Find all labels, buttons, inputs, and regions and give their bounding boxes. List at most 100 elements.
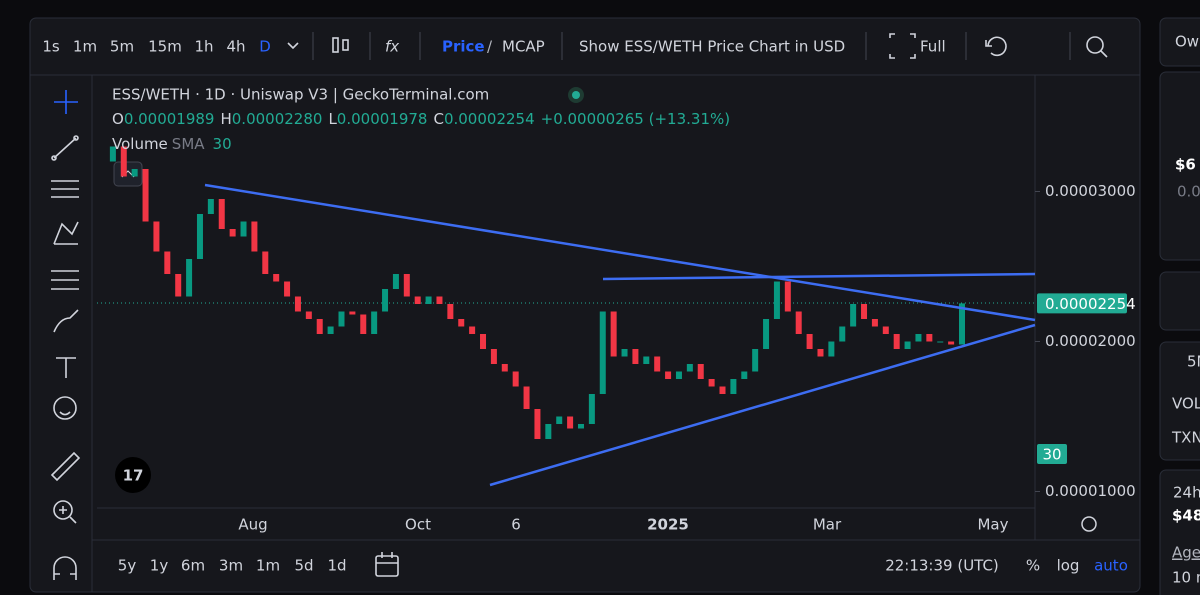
range-button[interactable]: 5d bbox=[294, 557, 313, 575]
candle bbox=[588, 394, 595, 424]
ohlc-key: C bbox=[433, 110, 443, 128]
candle bbox=[382, 289, 389, 312]
volume-badge: 30 bbox=[1042, 446, 1061, 464]
candle bbox=[436, 296, 443, 304]
candle bbox=[469, 326, 476, 334]
clock: 22:13:39 (UTC) bbox=[885, 557, 999, 575]
chart-panel bbox=[29, 17, 1141, 593]
candle bbox=[327, 326, 334, 334]
candle bbox=[567, 416, 574, 429]
ohlc-legend: O0.00001989 H0.00002280 L0.00001978 C0.0000… bbox=[112, 110, 730, 128]
candle bbox=[599, 311, 606, 394]
candle bbox=[316, 319, 323, 334]
range-button[interactable]: 3m bbox=[219, 557, 243, 575]
auto-toggle[interactable]: auto bbox=[1094, 557, 1128, 575]
mcap-toggle[interactable]: MCAP bbox=[502, 38, 545, 56]
candle bbox=[926, 334, 933, 342]
y-tick-label: 0.00003000 bbox=[1045, 182, 1136, 200]
last-price-label: 0.00002254 bbox=[1045, 295, 1136, 313]
candle bbox=[305, 311, 312, 319]
candle bbox=[262, 251, 269, 274]
candle bbox=[273, 274, 280, 282]
candle bbox=[403, 274, 410, 297]
candle bbox=[218, 199, 225, 229]
candle bbox=[142, 169, 149, 222]
fullscreen-button[interactable]: Full bbox=[920, 38, 946, 56]
interval-button[interactable]: 15m bbox=[148, 38, 182, 56]
candle bbox=[164, 251, 171, 274]
price-toggle[interactable]: Price bbox=[442, 38, 485, 56]
candle bbox=[294, 296, 301, 312]
interval-button[interactable]: 1m bbox=[73, 38, 97, 56]
sma-label: SMA bbox=[172, 135, 205, 153]
candle bbox=[349, 311, 356, 315]
interval-button[interactable]: 1s bbox=[42, 38, 60, 56]
settings-icon bbox=[1081, 516, 1097, 532]
ohlc-key: H bbox=[220, 110, 231, 128]
candle bbox=[675, 371, 682, 379]
candle bbox=[196, 214, 203, 259]
sma-length: 30 bbox=[213, 135, 232, 153]
fx-icon: fx bbox=[385, 38, 399, 56]
candle bbox=[643, 356, 650, 364]
usd-toggle[interactable]: Show ESS/WETH Price Chart in USD bbox=[579, 38, 845, 56]
candle bbox=[371, 311, 378, 334]
owner-tab[interactable]: Owr bbox=[1175, 33, 1200, 51]
age-label: Age bbox=[1172, 544, 1200, 562]
side-cards bbox=[1159, 17, 1200, 595]
y-tick-label: 0.00002000 bbox=[1045, 332, 1136, 350]
candle bbox=[512, 371, 519, 387]
x-tick-label: 6 bbox=[511, 516, 521, 534]
interval-button[interactable]: 1h bbox=[194, 38, 213, 56]
candle bbox=[904, 341, 911, 349]
interval-button[interactable]: D bbox=[259, 38, 271, 56]
candle bbox=[447, 304, 454, 319]
y-tick-label: 0.00001000 bbox=[1045, 482, 1136, 500]
ohlc-value: 0.00001989 bbox=[124, 110, 215, 128]
volume-badge-bg bbox=[1037, 444, 1067, 464]
candle bbox=[360, 314, 367, 334]
range-button[interactable]: 1m bbox=[256, 557, 280, 575]
age-value: 10 m bbox=[1172, 569, 1200, 587]
candle bbox=[708, 379, 715, 387]
candle bbox=[610, 311, 617, 357]
candle bbox=[251, 221, 258, 252]
txn-label: TXN bbox=[1171, 429, 1200, 447]
x-tick-label: May bbox=[977, 516, 1008, 534]
candle bbox=[131, 169, 138, 177]
candle bbox=[839, 326, 846, 342]
range-button[interactable]: 6m bbox=[181, 557, 205, 575]
ohlc-key: L bbox=[328, 110, 337, 128]
range-button[interactable]: 1d bbox=[327, 557, 346, 575]
candle bbox=[425, 296, 432, 304]
candle bbox=[795, 311, 802, 334]
status-dot bbox=[572, 91, 580, 99]
period-tab[interactable]: 5M bbox=[1187, 353, 1200, 371]
x-tick-label: 2025 bbox=[647, 516, 689, 534]
tv-logo-mark: 17 bbox=[123, 467, 144, 485]
candle bbox=[686, 364, 693, 372]
candle bbox=[730, 379, 737, 394]
volume-legend: Volume SMA 30 bbox=[112, 135, 232, 153]
candle bbox=[534, 409, 541, 439]
candle bbox=[186, 259, 193, 297]
interval-button[interactable]: 5m bbox=[110, 38, 134, 56]
candle bbox=[828, 341, 835, 357]
candle bbox=[207, 199, 214, 214]
candle bbox=[817, 349, 824, 357]
drawing-tools bbox=[50, 90, 81, 580]
candle bbox=[893, 334, 900, 349]
candle bbox=[109, 146, 116, 162]
log-toggle[interactable]: log bbox=[1057, 557, 1080, 575]
candle bbox=[392, 274, 399, 289]
candle bbox=[654, 356, 661, 372]
candle bbox=[741, 371, 748, 379]
range-button[interactable]: 5y bbox=[118, 557, 137, 575]
interval-button[interactable]: 4h bbox=[226, 38, 245, 56]
candle bbox=[175, 274, 182, 297]
percent-toggle[interactable]: % bbox=[1026, 557, 1040, 575]
candle bbox=[458, 319, 465, 327]
range-button[interactable]: 1y bbox=[150, 557, 169, 575]
collapse-button[interactable] bbox=[113, 161, 143, 187]
